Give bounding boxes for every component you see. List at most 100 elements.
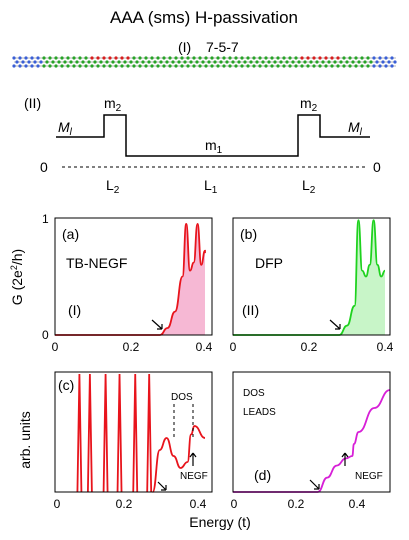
lattice-atom	[48, 64, 52, 68]
lattice-atom	[66, 64, 70, 68]
lattice-atom	[306, 64, 310, 68]
lattice-atom	[171, 60, 175, 64]
panel-a-roman: (I)	[68, 302, 81, 318]
lattice-atom	[102, 64, 106, 68]
d-xtick-02: 0.2	[288, 497, 305, 511]
lattice-atom	[372, 56, 376, 60]
ml-left: Ml	[58, 119, 73, 138]
lattice-atom	[246, 64, 250, 68]
lattice-atom	[48, 56, 52, 60]
lattice-atom	[108, 56, 112, 60]
a-xtick-02: 0.2	[123, 340, 140, 354]
panel-b-roman: (II)	[242, 302, 259, 318]
lattice-atom	[126, 64, 130, 68]
lattice-atom	[15, 60, 19, 64]
lattice-atom	[348, 56, 352, 60]
lattice-atom	[192, 56, 196, 60]
panel-a: (a) TB-NEGF (I) 0 1 0 0.2 0.4	[42, 212, 213, 354]
nanoribbon-structure	[12, 56, 397, 68]
lattice-atom	[342, 56, 346, 60]
c-xtick-02: 0.2	[116, 497, 133, 511]
panel-d-frame	[232, 371, 391, 493]
lattice-atom	[354, 64, 358, 68]
lattice-atom	[294, 64, 298, 68]
panel-b: (b) DFP (II) 0 0.2 0.4	[230, 217, 394, 354]
lattice-atom	[90, 56, 94, 60]
panel-d: DOS LEADS (d) NEGF 0 0.2 0.4	[231, 371, 391, 511]
lattice-atom	[21, 60, 25, 64]
lattice-atom	[228, 56, 232, 60]
lattice-atom	[72, 56, 76, 60]
lattice-atom	[210, 56, 214, 60]
lattice-atom	[336, 64, 340, 68]
lattice-atom	[243, 60, 247, 64]
lattice-atom	[360, 64, 364, 68]
m1-label: m1	[205, 137, 223, 156]
lattice-atom	[165, 60, 169, 64]
lattice-atom	[132, 56, 136, 60]
lattice-atom	[276, 56, 280, 60]
lattice-atom	[342, 64, 346, 68]
lattice-atom	[150, 56, 154, 60]
lattice-atom	[54, 64, 58, 68]
lattice-atom	[78, 64, 82, 68]
l2-left: L2	[106, 177, 120, 196]
lattice-atom	[69, 60, 73, 64]
lattice-atom	[384, 64, 388, 68]
lattice-atom	[78, 56, 82, 60]
lattice-atom	[153, 60, 157, 64]
panel-b-area	[233, 220, 385, 335]
lattice-atom	[288, 56, 292, 60]
lattice-atom	[276, 64, 280, 68]
lattice-atom	[372, 64, 376, 68]
mass-label-ii: (II)	[24, 95, 41, 111]
lattice-atom	[81, 60, 85, 64]
lattice-atom	[27, 60, 31, 64]
panel-c-tag: (c)	[58, 377, 74, 393]
panel-c-peak-4	[116, 373, 123, 493]
lattice-atom	[210, 64, 214, 68]
lattice-atom	[126, 56, 130, 60]
lattice-atom	[387, 60, 391, 64]
panel-c-peak-2	[86, 373, 93, 493]
m2-left: m2	[104, 95, 122, 114]
a-xtick-0: 0	[52, 340, 59, 354]
ytick-0: 0	[42, 328, 49, 342]
panel-d-tag: (d)	[254, 467, 271, 483]
lattice-atom	[114, 64, 118, 68]
lattice-atom	[270, 56, 274, 60]
lattice-atom	[324, 56, 328, 60]
lattice-atom	[156, 56, 160, 60]
panel-d-negf: NEGF	[355, 471, 383, 482]
panel-a-curve	[55, 222, 206, 336]
lattice-atom	[57, 60, 61, 64]
panel-c-peak-3	[102, 373, 109, 493]
lattice-atom	[258, 56, 262, 60]
lattice-atom	[312, 56, 316, 60]
lattice-atom	[378, 64, 382, 68]
lattice-atom	[180, 56, 184, 60]
lattice-atom	[174, 56, 178, 60]
g-axis-title: G (2e2/h)	[9, 249, 25, 305]
lattice-atom	[138, 64, 142, 68]
lattice-atom	[54, 56, 58, 60]
lattice-atom	[288, 64, 292, 68]
lattice-atom	[12, 56, 16, 60]
lattice-atom	[84, 64, 88, 68]
lattice-atom	[345, 60, 349, 64]
figure-title: AAA (sms) H-passivation	[110, 8, 298, 27]
lattice-atom	[381, 60, 385, 64]
lattice-atom	[186, 56, 190, 60]
lattice-atom	[18, 64, 22, 68]
lattice-atom	[162, 56, 166, 60]
lattice-atom	[39, 60, 43, 64]
panel-c-peak-6	[146, 373, 153, 493]
zero-right: 0	[373, 159, 381, 175]
lattice-atom	[96, 64, 100, 68]
structure-label-i: (I)	[178, 39, 191, 55]
lattice-atom	[213, 60, 217, 64]
lattice-atom	[108, 64, 112, 68]
lattice-atom	[330, 64, 334, 68]
lattice-atom	[315, 60, 319, 64]
panel-d-curve	[232, 389, 391, 493]
